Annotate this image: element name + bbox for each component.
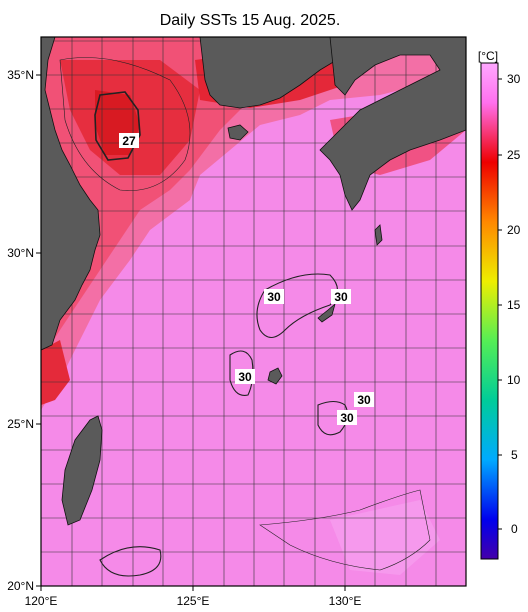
- colorbar-unit: [°C]: [478, 49, 498, 63]
- lat-label-20n: 20°N: [7, 579, 34, 593]
- isotherm-label-30-c: 30: [238, 370, 252, 384]
- colorbar-tick-10: 10: [507, 373, 521, 387]
- taiwan: [61, 415, 103, 526]
- colorbar-tick-30: 30: [507, 72, 521, 86]
- colorbar-scale: [480, 62, 499, 560]
- colorbar-tick-20: 20: [507, 223, 521, 237]
- lat-label-35n: 35°N: [7, 68, 34, 82]
- lon-label-130e: 130°E: [329, 594, 362, 608]
- isotherm-label-30-a: 30: [267, 290, 281, 304]
- isotherm-label-30-d: 30: [357, 393, 371, 407]
- lon-label-125e: 125°E: [177, 594, 210, 608]
- isotherms: [59, 57, 431, 577]
- lon-label-120e: 120°E: [25, 594, 58, 608]
- isotherm-label-30-b: 30: [334, 290, 348, 304]
- map-frame: [40, 36, 467, 587]
- land: [41, 37, 466, 526]
- colorbar-tick-15: 15: [507, 298, 521, 312]
- colorbar: [°C] 30 25 20 15 10 5 0: [478, 49, 521, 560]
- isotherm-label-27: 27: [122, 134, 136, 148]
- map-title: Daily SSTs 15 Aug. 2025.: [159, 12, 341, 29]
- axis-ticks: [36, 74, 346, 591]
- isotherm-labels: 27 30 30 30 30 30: [119, 133, 374, 425]
- lat-label-30n: 30°N: [7, 246, 34, 260]
- colorbar-tick-0: 0: [511, 522, 518, 536]
- jeju-island: [227, 124, 249, 141]
- isotherm-label-30-e: 30: [340, 411, 354, 425]
- colorbar-tick-5: 5: [511, 448, 518, 462]
- china-mainland: [41, 37, 101, 351]
- colorbar-tick-25: 25: [507, 148, 521, 162]
- japan: [319, 37, 466, 211]
- lat-label-25n: 25°N: [7, 417, 34, 431]
